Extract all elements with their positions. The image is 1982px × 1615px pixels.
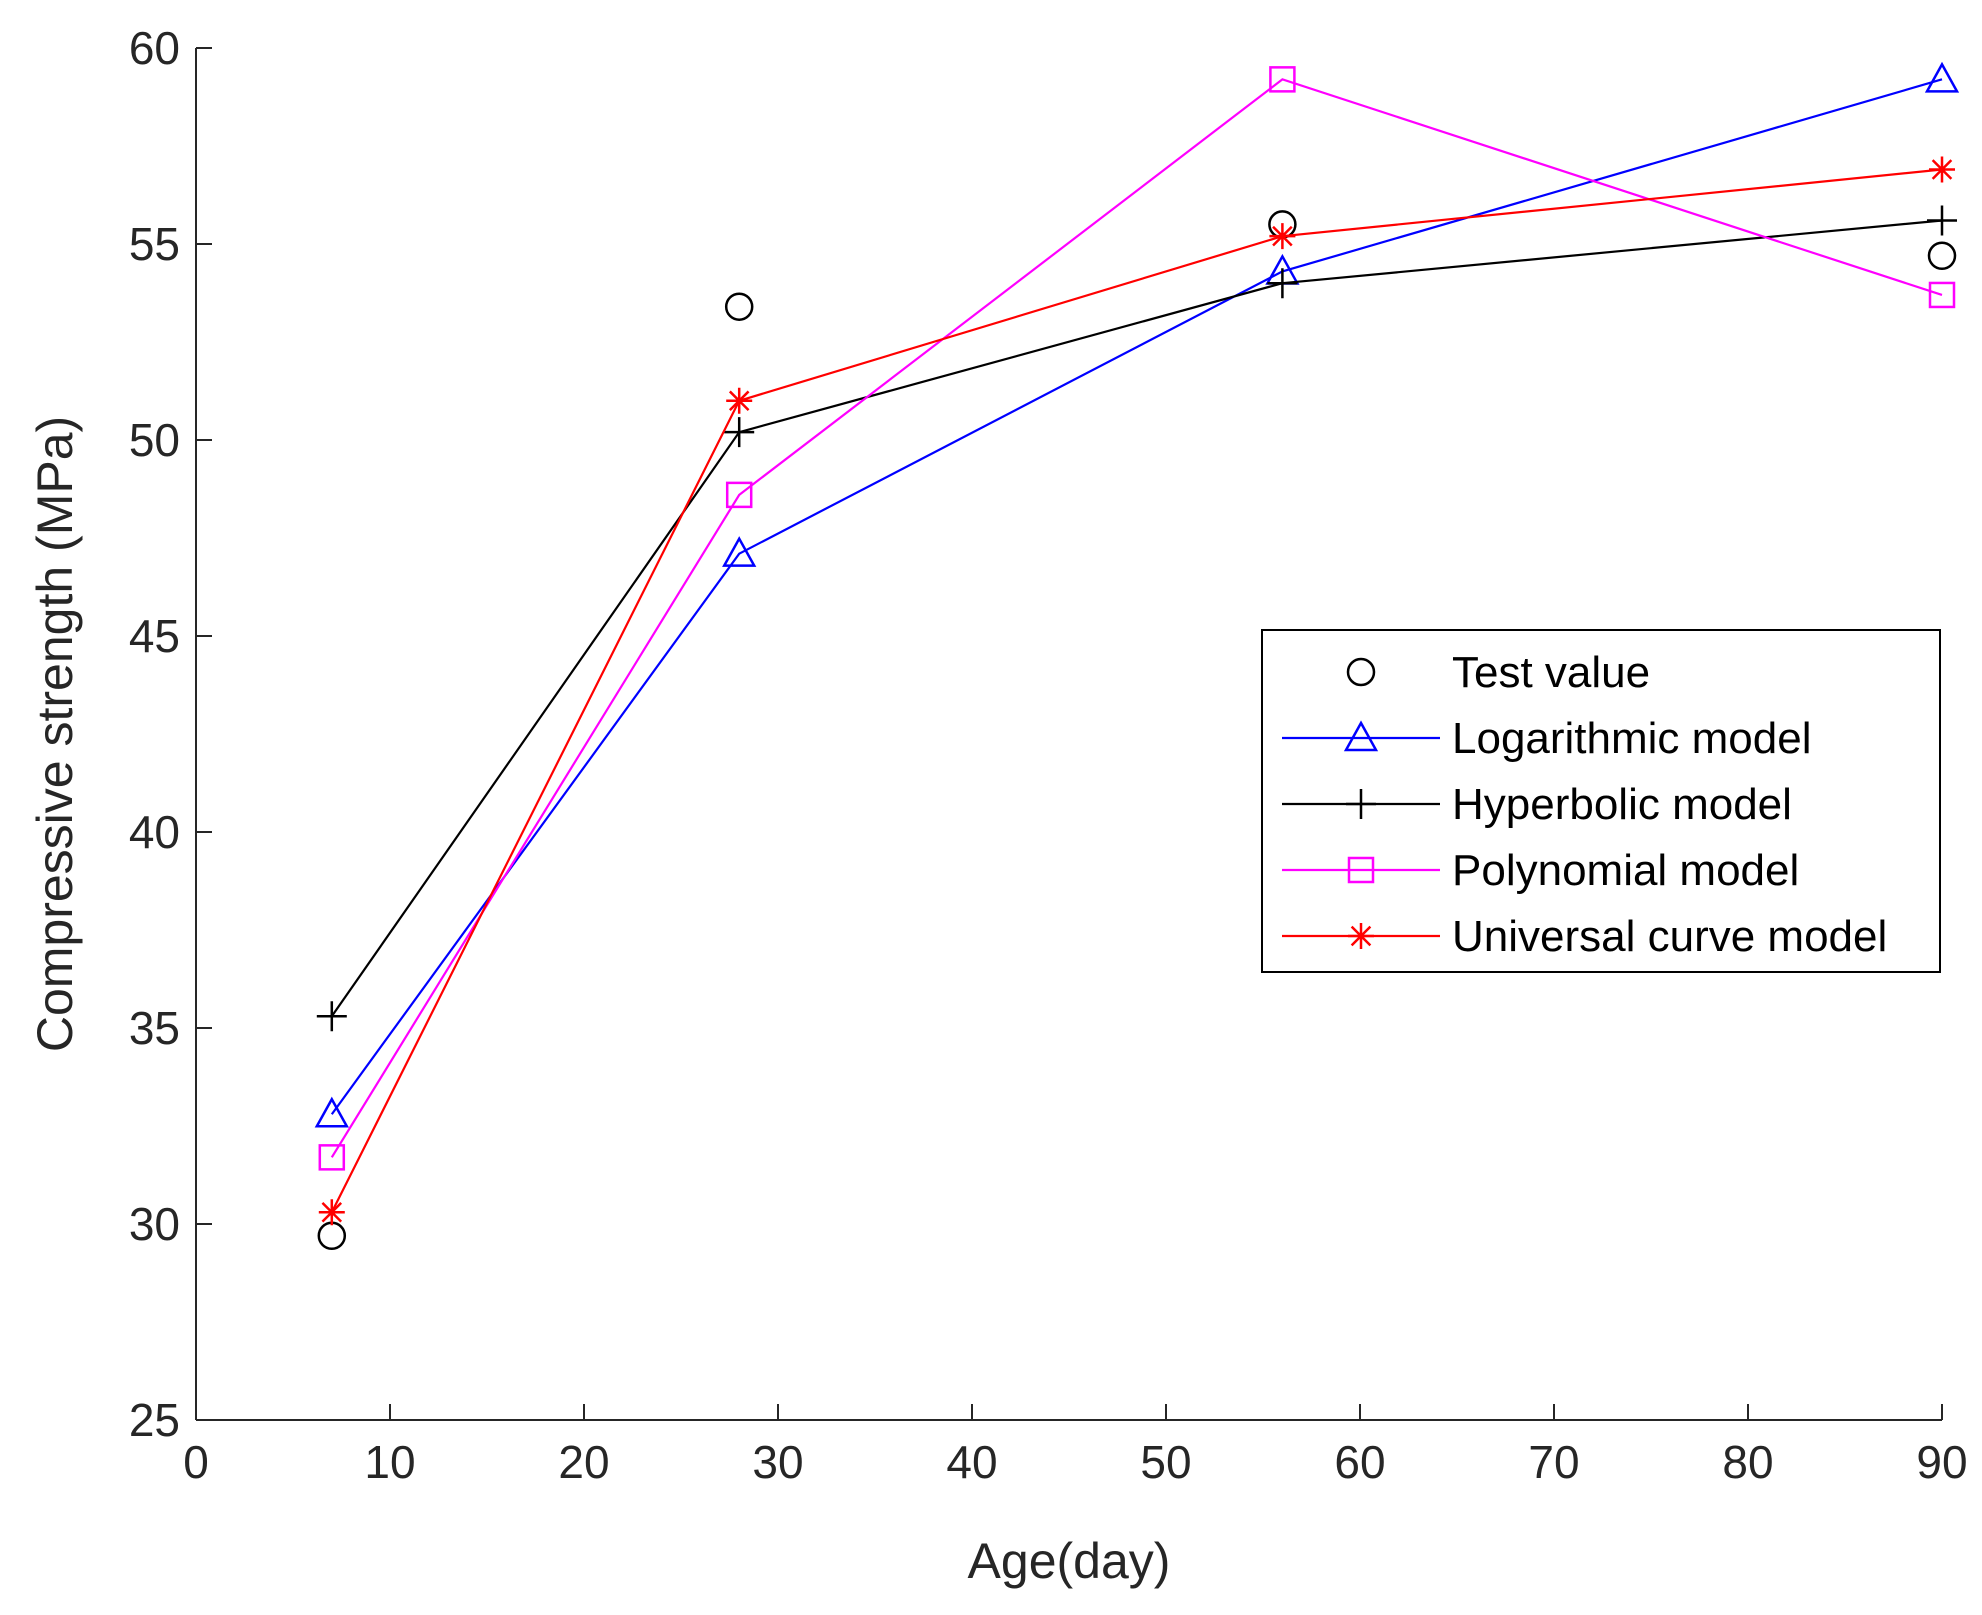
legend-marker-0 <box>1346 657 1376 687</box>
series-3 <box>318 66 1956 1171</box>
legend-entry-0: Test value <box>1346 648 1650 697</box>
data-point-4-3 <box>1929 156 1955 183</box>
y-axis-label: Compressive strength (MPa) <box>27 416 83 1052</box>
y-tick-label-0: 25 <box>129 1394 180 1446</box>
data-point-4-2 <box>1269 223 1296 250</box>
data-point-4-0 <box>318 1199 345 1226</box>
x-tick-label-1: 10 <box>364 1436 415 1488</box>
data-point-3-0 <box>318 1144 346 1171</box>
series-2 <box>316 205 1957 1032</box>
x-tick-label-8: 80 <box>1722 1436 1773 1488</box>
data-point-1-0 <box>314 1096 349 1128</box>
y-tick-label-5: 50 <box>129 414 180 466</box>
x-tick-label-0: 0 <box>183 1436 209 1488</box>
series-1 <box>314 61 1960 1128</box>
legend-label-2: Hyperbolic model <box>1452 780 1792 829</box>
data-point-0-3 <box>1927 241 1957 271</box>
x-tick-label-3: 30 <box>752 1436 803 1488</box>
legend-label-0: Test value <box>1452 648 1650 697</box>
data-point-0-1 <box>724 292 754 321</box>
y-tick-label-2: 35 <box>129 1002 180 1054</box>
x-tick-label-6: 60 <box>1334 1436 1385 1488</box>
legend-entry-2: Hyperbolic model <box>1282 780 1792 829</box>
x-axis-label: Age(day) <box>968 1533 1171 1589</box>
y-tick-label-3: 40 <box>129 806 180 858</box>
data-point-1-1 <box>722 536 757 567</box>
legend-label-4: Universal curve model <box>1452 912 1887 961</box>
legend-entry-3: Polynomial model <box>1282 846 1799 895</box>
y-tick-label-6: 55 <box>129 218 180 270</box>
x-tick-label-9: 90 <box>1916 1436 1967 1488</box>
plot-area <box>314 61 1960 1251</box>
legend-entry-1: Logarithmic model <box>1282 714 1812 763</box>
legend: Test value Logarithmic model Hyperbolic mo… <box>1261 629 1941 973</box>
series-4 <box>318 156 1955 1226</box>
x-tick-label-7: 70 <box>1528 1436 1579 1488</box>
legend-box <box>1261 629 1941 973</box>
data-point-3-2 <box>1269 66 1296 93</box>
legend-marker-3 <box>1347 856 1375 884</box>
series-line-3 <box>330 78 1943 1158</box>
data-point-2-0 <box>316 1001 347 1032</box>
series-line-2 <box>330 219 1943 1017</box>
axes: 0 10 20 30 40 50 60 70 80 90 25 30 35 40 45 50 55 60 <box>129 22 1968 1488</box>
data-point-1-3 <box>1924 61 1960 93</box>
legend-label-1: Logarithmic model <box>1452 714 1812 763</box>
legend-entry-4: Universal curve model <box>1282 912 1887 961</box>
legend-marker-4 <box>1348 923 1374 949</box>
data-point-2-2 <box>1267 268 1298 299</box>
legend-marker-2 <box>1346 789 1376 819</box>
x-tick-label-5: 50 <box>1140 1436 1191 1488</box>
data-point-2-1 <box>724 417 755 448</box>
data-point-3-3 <box>1928 281 1956 309</box>
legend-label-3: Polynomial model <box>1452 846 1799 895</box>
y-tick-label-7: 60 <box>129 22 180 74</box>
data-point-3-1 <box>725 481 753 509</box>
x-tick-label-4: 40 <box>946 1436 997 1488</box>
series-line-1 <box>330 78 1943 1115</box>
data-point-2-3 <box>1927 205 1957 236</box>
x-tick-label-2: 20 <box>558 1436 609 1488</box>
y-tick-label-1: 30 <box>129 1198 180 1250</box>
data-point-4-1 <box>726 387 753 414</box>
series-line-4 <box>330 168 1943 1213</box>
y-tick-label-4: 45 <box>129 610 180 662</box>
legend-marker-1 <box>1343 720 1379 752</box>
